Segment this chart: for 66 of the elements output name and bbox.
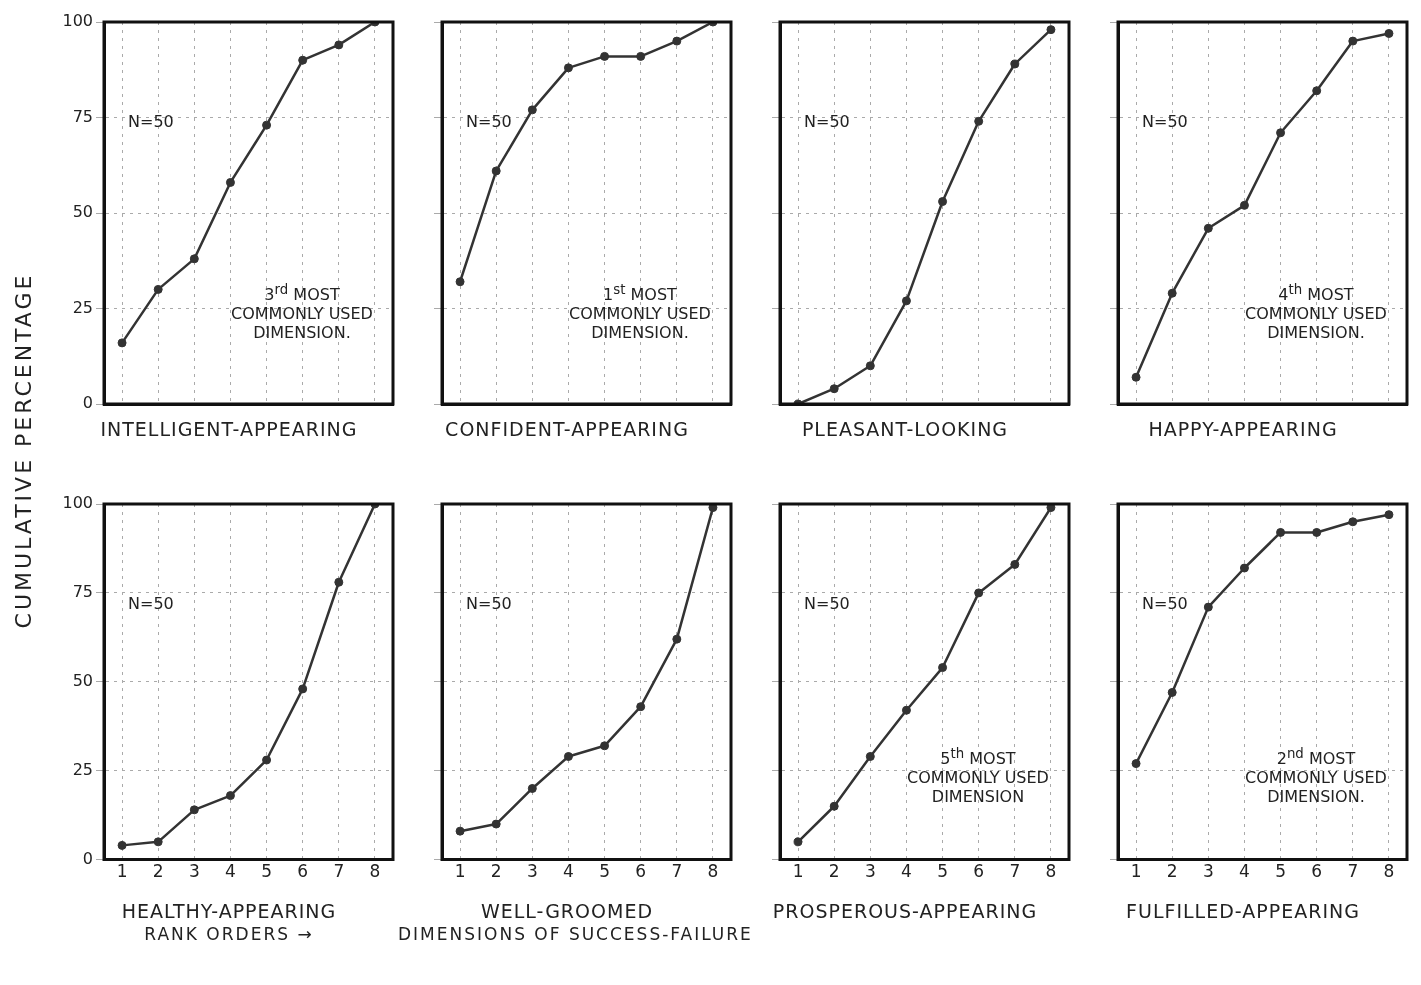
y-tick-label: 0 — [82, 393, 93, 413]
annotation: 3$^{rd}$ MOST COMMONLY USED DIMENSION. — [230, 281, 374, 343]
x-tick-label: 5 — [261, 861, 272, 882]
x-tick-label: 8 — [1045, 861, 1057, 882]
x-axis-title: HEALTHY-APPEARING — [120, 900, 338, 922]
annotation: N=50 — [128, 594, 174, 613]
x-tick-label: 8 — [707, 861, 719, 882]
annotation: 4$^{th}$ MOST COMMONLY USED DIMENSION. — [1244, 281, 1388, 343]
x-tick-label: 2 — [490, 861, 502, 882]
x-tick-label: 8 — [1383, 861, 1395, 882]
annotation: N=50 — [804, 112, 850, 131]
y-tick-label: 100 — [62, 11, 93, 31]
x-tick-label: 6 — [973, 861, 985, 882]
annotation: 2$^{nd}$ MOST COMMONLY USED DIMENSION. — [1244, 745, 1388, 807]
x-tick-label: 4 — [563, 861, 574, 882]
annotation: N=50 — [804, 594, 850, 613]
x-tick-label: 6 — [297, 861, 309, 882]
x-tick-label: 6 — [1311, 861, 1323, 882]
x-tick-label: 4 — [225, 861, 236, 882]
x-tick-label: 2 — [828, 861, 840, 882]
annotation: 1$^{st}$ MOST COMMONLY USED DIMENSION. — [568, 281, 712, 343]
annotation: N=50 — [1142, 112, 1188, 131]
x-tick-label: 8 — [369, 861, 381, 882]
x-axis-title: HAPPY-APPEARING — [1147, 418, 1339, 440]
x-tick-label: 7 — [1347, 861, 1359, 882]
x-tick-label: 7 — [1009, 861, 1021, 882]
x-tick-label: 3 — [526, 861, 538, 882]
y-tick-label: 50 — [72, 670, 93, 690]
x-tick-label: 7 — [333, 861, 345, 882]
annotation: 5$^{th}$ MOST COMMONLY USED DIMENSION — [906, 745, 1050, 807]
y-tick-label: 100 — [62, 493, 93, 513]
text: DIMENSIONS OF SUCCESS-FAILURE — [398, 924, 753, 944]
y-tick-label: 75 — [72, 582, 93, 602]
y-tick-label: 75 — [72, 106, 93, 126]
text: RANK ORDERS → — [143, 924, 315, 944]
x-axis-title: WELL-GROOMED — [479, 900, 654, 922]
y-axis-title: CUMULATIVE PERCENTAGE — [11, 272, 37, 628]
x-axis-title: PLEASANT-LOOKING — [800, 418, 1010, 440]
x-tick-label: 5 — [599, 861, 610, 882]
y-tick-label: 25 — [72, 297, 93, 317]
x-tick-label: 2 — [152, 861, 164, 882]
x-tick-label: 1 — [792, 861, 804, 882]
annotation: N=50 — [466, 112, 512, 131]
x-tick-label: 3 — [864, 861, 876, 882]
x-axis-title: CONFIDENT-APPEARING — [444, 418, 690, 440]
x-tick-label: 2 — [1166, 861, 1178, 882]
x-tick-label: 3 — [1202, 861, 1214, 882]
y-tick-label: 25 — [72, 759, 93, 779]
x-axis-title: INTELLIGENT-APPEARING — [99, 418, 359, 440]
x-tick-label: 5 — [1275, 861, 1286, 882]
x-tick-label: 4 — [1239, 861, 1250, 882]
annotation: N=50 — [466, 594, 512, 613]
y-tick-label: 50 — [72, 202, 93, 222]
x-tick-label: 7 — [671, 861, 683, 882]
x-tick-label: 3 — [188, 861, 200, 882]
y-tick-label: 0 — [82, 848, 93, 868]
x-tick-label: 5 — [937, 861, 948, 882]
annotation: N=50 — [1142, 594, 1188, 613]
x-tick-label: 4 — [901, 861, 912, 882]
annotation: N=50 — [128, 112, 174, 131]
x-tick-label: 1 — [454, 861, 466, 882]
x-tick-label: 1 — [116, 861, 128, 882]
x-axis-title: PROSPEROUS-APPEARING — [771, 900, 1039, 922]
x-tick-label: 1 — [1130, 861, 1142, 882]
x-axis-title: FULFILLED-APPEARING — [1125, 900, 1361, 922]
x-tick-label: 6 — [635, 861, 647, 882]
